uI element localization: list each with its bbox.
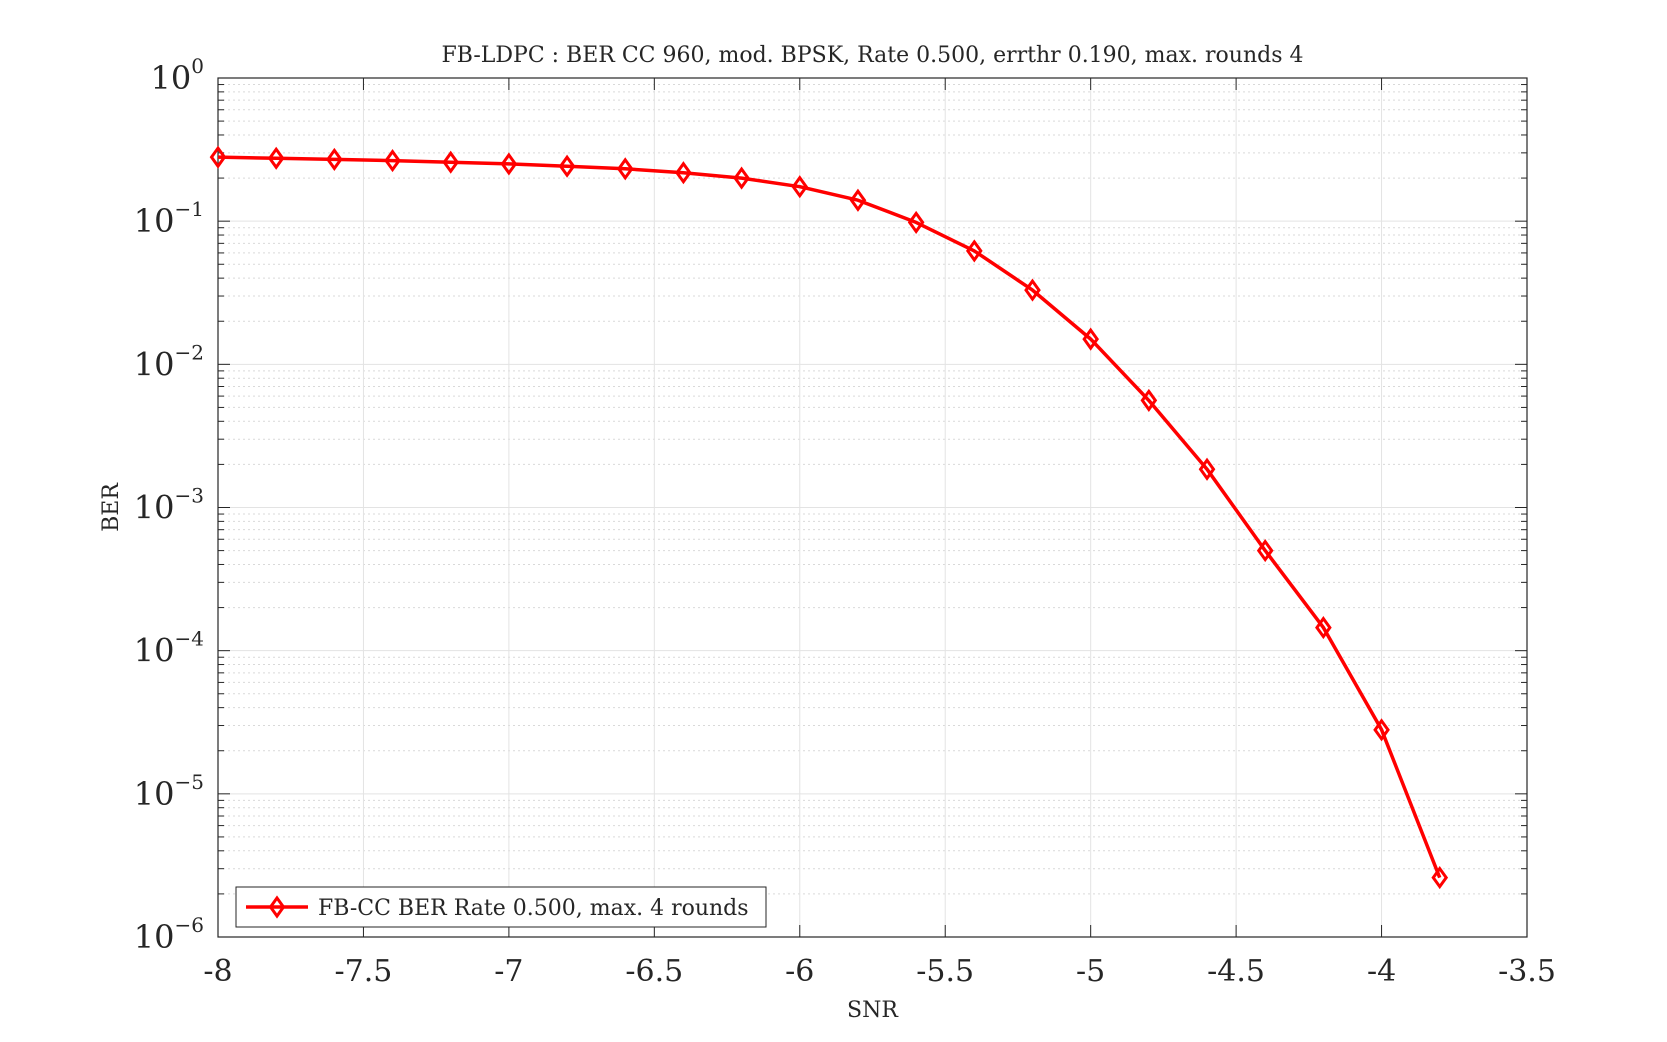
x-tick-label: -7: [494, 954, 523, 989]
x-tick-label: -5: [1076, 954, 1105, 989]
data-point-marker: [1140, 388, 1158, 412]
x-tick-label: -4.5: [1207, 954, 1265, 989]
legend-diamond-marker: [268, 895, 286, 919]
y-tick-base: 10: [134, 345, 175, 383]
x-tick-label: -4: [1367, 954, 1396, 989]
legend-entry-label: FB-CC BER Rate 0.500, max. 4 rounds: [318, 896, 749, 921]
x-tick-labels: -8 -7.5 -7 -6.5 -6 -5.5 -5 -4.5 -4 -3.5: [203, 954, 1556, 989]
y-tick-base: 10: [151, 59, 192, 97]
data-point-marker: [1024, 278, 1041, 302]
y-tick-exponent: 0: [191, 54, 204, 78]
y-tick-base: 10: [134, 202, 175, 240]
data-point-marker: [1198, 457, 1216, 481]
data-point-marker: [442, 150, 460, 174]
y-tick-label: 100: [151, 54, 204, 97]
x-tick-label: -6: [785, 954, 814, 989]
y-tick-label: 10−2: [134, 340, 204, 383]
data-point-marker: [907, 210, 925, 234]
y-axis-label: BER: [99, 482, 124, 532]
data-point-marker: [849, 188, 867, 212]
x-tick-label: -7.5: [335, 954, 393, 989]
data-point-marker: [500, 152, 518, 176]
y-tick-exponent: −6: [175, 913, 204, 937]
y-tick-exponent: −3: [175, 484, 204, 508]
data-point-marker: [733, 166, 750, 190]
y-tick-label: 10−1: [134, 197, 204, 240]
legend: FB-CC BER Rate 0.500, max. 4 rounds: [235, 886, 767, 928]
y-tick-exponent: −1: [175, 197, 204, 221]
data-point-marker: [1373, 718, 1390, 742]
data-point-marker: [675, 161, 692, 185]
y-tick-exponent: −2: [175, 340, 204, 364]
x-tick-label: -3.5: [1498, 954, 1556, 989]
axis-ticks: [217, 77, 1528, 938]
y-tick-label: 10−5: [134, 770, 204, 813]
y-tick-base: 10: [134, 918, 175, 956]
x-tick-label: -5.5: [916, 954, 974, 989]
x-tick-label: -8: [203, 954, 232, 989]
series-group: [209, 145, 1449, 890]
data-point-marker: [209, 145, 227, 169]
y-tick-base: 10: [134, 632, 175, 670]
x-axis-label: SNR: [847, 998, 899, 1023]
y-tick-label: 10−3: [134, 484, 204, 527]
y-tick-label: 10−4: [134, 627, 204, 670]
y-tick-exponent: −4: [175, 627, 204, 651]
x-tick-label: -6.5: [625, 954, 683, 989]
data-point-marker: [267, 146, 285, 170]
y-tick-label: 10−6: [134, 913, 204, 956]
data-point-marker: [1431, 866, 1449, 890]
axes-box: [217, 77, 1528, 938]
data-point-marker: [965, 239, 983, 263]
data-point-marker: [326, 147, 343, 171]
y-tick-base: 10: [134, 489, 175, 527]
y-tick-exponent: −5: [175, 770, 204, 794]
data-point-marker: [558, 154, 576, 178]
data-point-marker: [1082, 327, 1099, 351]
data-point-marker: [616, 157, 634, 181]
y-tick-base: 10: [134, 775, 175, 813]
minor-grid: [218, 84, 1527, 895]
chart-title: FB-LDPC : BER CC 960, mod. BPSK, Rate 0.…: [442, 43, 1304, 68]
data-point-marker: [384, 149, 401, 173]
data-point-marker: [1256, 539, 1274, 563]
data-point-marker: [1315, 615, 1332, 640]
series-line: [217, 155, 1442, 879]
data-point-marker: [791, 175, 809, 199]
legend-box: [235, 886, 767, 928]
